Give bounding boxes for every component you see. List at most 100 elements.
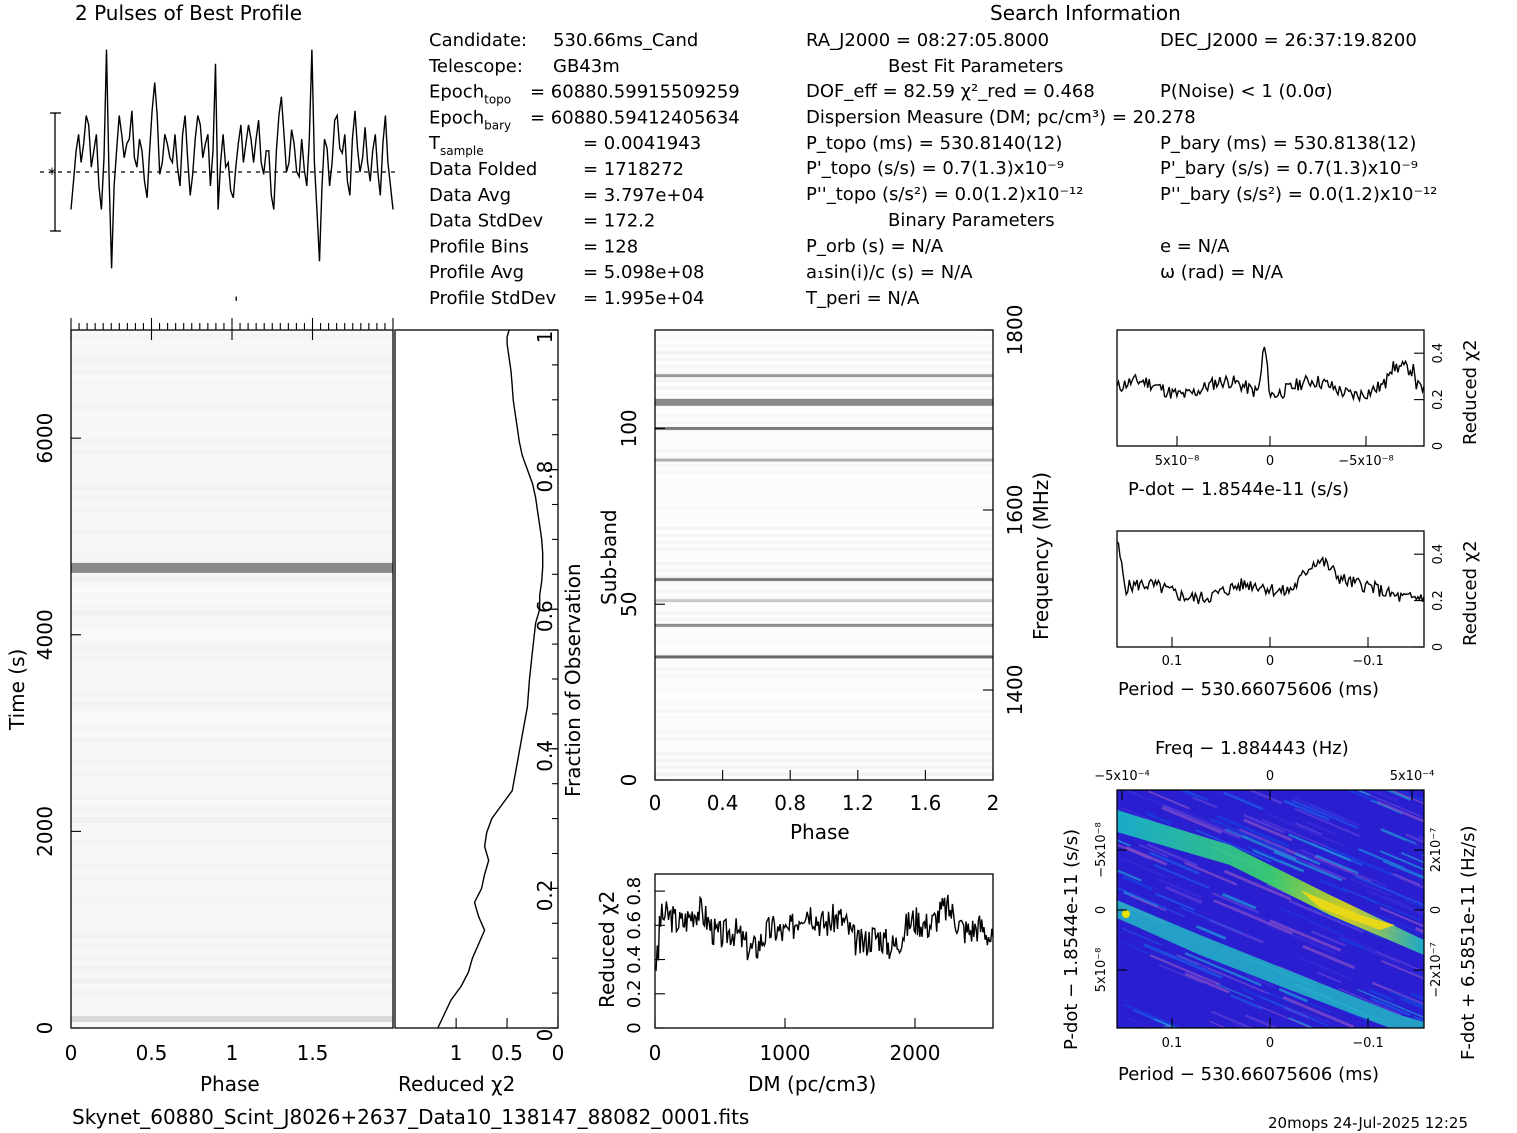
plane-streak — [1311, 922, 1375, 950]
pdot-ylabel: Reduced χ2 — [1460, 339, 1481, 445]
time-phase-row — [72, 805, 392, 812]
plane-streak — [1243, 813, 1285, 834]
plane-streak — [1273, 850, 1343, 882]
subband-row — [656, 330, 992, 333]
info-label: Data Folded — [429, 159, 537, 180]
time-phase-row — [72, 633, 392, 639]
time-phase-bright-band — [71, 562, 393, 573]
time-phase-row — [72, 966, 392, 973]
y-tick-label: 5x10⁻⁸ — [1094, 948, 1109, 993]
plane-streak — [1243, 818, 1293, 842]
y-tick-label: 100 — [617, 409, 641, 447]
subband-row — [656, 674, 992, 678]
time-phase-row — [72, 368, 392, 375]
x-tick-label: −0.1 — [1352, 1036, 1384, 1051]
plane-streak — [1180, 906, 1244, 935]
subband-row — [656, 730, 992, 734]
plane-streak — [1291, 799, 1359, 830]
dm-xlabel: DM (pc/cm3) — [748, 1072, 876, 1096]
subband-row — [656, 681, 992, 685]
time-phase-row — [72, 989, 392, 996]
plane-ylabel: P-dot − 1.8544e-11 (s/s) — [1061, 829, 1082, 1050]
time-phase-row — [72, 403, 392, 409]
time-phase-row — [72, 506, 392, 513]
plane-streak — [1246, 974, 1276, 989]
info-label: Tsample — [428, 133, 484, 158]
subband-phase-plot: 0 0.4 0.8 1.2 1.6 2 0 50 100 1400 1600 1800 — [617, 305, 1027, 815]
y-tick-label: 0 — [1431, 442, 1446, 450]
chi-vs-time-plot: 1 0.5 00 0.2 0.4 0.6 0.8 1 — [394, 329, 564, 1065]
subband-row — [656, 407, 992, 411]
subband-row — [656, 477, 992, 481]
time-phase-row — [72, 449, 392, 455]
x-tick-label: 1 — [226, 1041, 239, 1065]
x-tick-label: −5x10⁻⁸ — [1338, 454, 1393, 469]
dm-ylabel: Reduced χ2 — [595, 891, 619, 1008]
plane-streak — [1229, 1021, 1247, 1028]
svg-text:*: * — [48, 164, 56, 183]
plane-streak — [1125, 846, 1168, 866]
y-tick-label: 0.2 — [1431, 389, 1446, 410]
period-ylabel: Reduced χ2 — [1460, 540, 1481, 646]
plane-streak — [1121, 857, 1166, 878]
plane-streak — [1184, 972, 1230, 994]
subband-row — [656, 463, 992, 467]
plane-streak — [1282, 996, 1355, 1028]
plane-streak — [1390, 872, 1424, 890]
plane-streak — [1261, 843, 1327, 872]
candidate-info: Candidate: 530.66ms_Cand Telescope: GB43m Ep… — [428, 30, 740, 309]
y-tick-label: 0.4 — [1431, 544, 1446, 565]
subband-band — [655, 398, 993, 406]
plane-streak — [1404, 899, 1424, 909]
time-phase-row — [72, 587, 392, 593]
plane-streak — [1230, 994, 1263, 1010]
p-noise-value: P(Noise) < 1 (0.0σ) — [1160, 81, 1333, 102]
plane-title: Freq − 1.884443 (Hz) — [1155, 738, 1349, 759]
info-value: GB43m — [553, 56, 620, 77]
y-tick-label: 0 — [33, 1022, 57, 1035]
plane-streak — [1341, 887, 1378, 904]
y-tick-label: 2000 — [33, 806, 57, 857]
x-tick-label: −0.1 — [1352, 654, 1384, 669]
subband-band — [655, 578, 993, 582]
time-phase-row — [72, 840, 392, 846]
time-phase-row — [72, 771, 392, 777]
subband-row — [656, 632, 992, 636]
y-tick-label: 0 — [617, 774, 641, 787]
subband-row — [656, 772, 992, 776]
time-phase-row — [72, 621, 392, 628]
plane-streak — [1164, 907, 1186, 918]
plane-streak — [1291, 1032, 1328, 1048]
subband-row — [656, 709, 992, 713]
subband-row — [656, 351, 992, 355]
time-phase-row — [72, 782, 392, 789]
subband-row — [656, 744, 992, 748]
plane-streak — [1353, 875, 1424, 906]
subband-row — [656, 540, 992, 544]
subband-row — [656, 512, 992, 516]
plane-streak — [1195, 925, 1227, 940]
time-phase-row — [72, 748, 392, 754]
info-label: Data Avg — [429, 185, 511, 206]
pdot-xlabel: P-dot − 1.8544e-11 (s/s) — [1128, 479, 1349, 500]
y-tick-label: 0.4 — [533, 740, 557, 772]
plane-streak — [1259, 996, 1330, 1027]
y-tick-label: 1 — [533, 331, 557, 344]
x-tick-label: 0.5 — [136, 1041, 168, 1065]
plane-streak — [1368, 790, 1399, 803]
p-topo-value: P_topo (ms) = 530.8140(12) — [806, 133, 1062, 154]
x-tick-label: 2 — [987, 791, 1000, 815]
info-label: Profile StdDev — [429, 288, 557, 309]
binary-title: Binary Parameters — [888, 210, 1055, 231]
time-phase-row — [72, 552, 392, 559]
plane-streak — [1222, 892, 1257, 910]
x-tick-label: 2000 — [890, 1041, 941, 1065]
p-orb-value: P_orb (s) = N/A — [806, 236, 944, 257]
time-phase-row — [72, 886, 392, 892]
subband-row — [656, 702, 992, 706]
subband-row — [656, 716, 992, 720]
plane-streak — [1294, 849, 1340, 871]
chi-time-ylabel: Fraction of Observation — [561, 563, 585, 797]
subband-row — [656, 442, 992, 446]
